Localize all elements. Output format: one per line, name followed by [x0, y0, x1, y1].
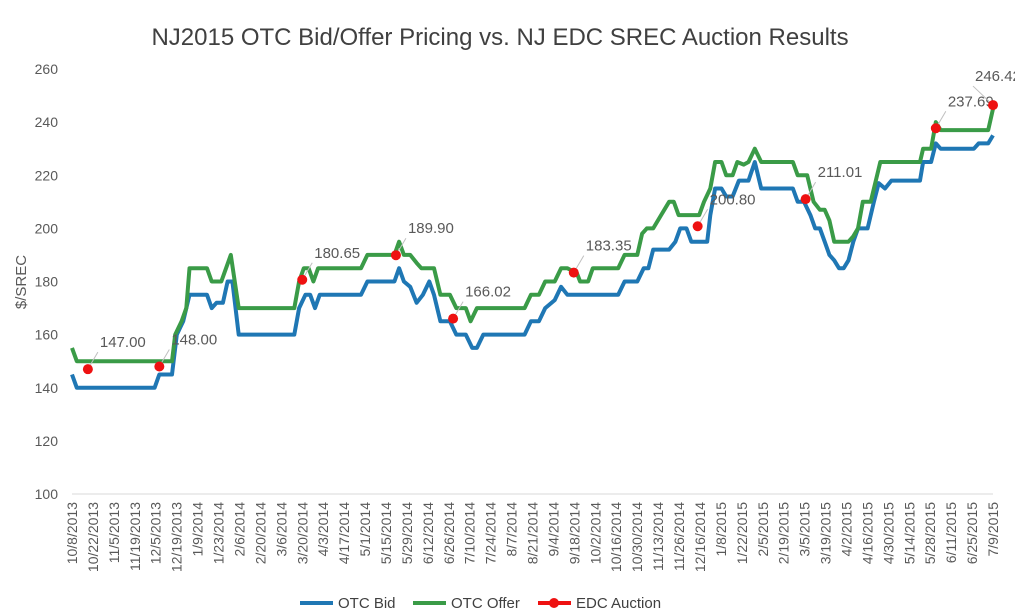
x-tick-label: 3/20/2014 [294, 502, 310, 564]
auction-data-label: 183.35 [586, 238, 632, 255]
x-tick-label: 6/12/2014 [420, 502, 436, 564]
x-tick-label: 3/19/2015 [818, 502, 834, 564]
auction-data-label: 200.80 [710, 191, 756, 208]
x-tick-label: 9/4/2014 [545, 502, 561, 557]
x-tick-label: 7/9/2015 [985, 502, 1001, 557]
x-tick-label: 5/14/2015 [901, 502, 917, 564]
y-tick-label: 100 [35, 486, 59, 502]
auction-data-label: 237.69 [948, 93, 994, 110]
y-tick-label: 200 [35, 220, 59, 236]
auction-data-label: 211.01 [818, 164, 863, 181]
x-tick-label: 3/5/2015 [797, 502, 813, 557]
x-tick-label: 10/2/2014 [587, 502, 603, 564]
x-tick-label: 9/18/2014 [566, 502, 582, 564]
auction-point [448, 313, 459, 324]
x-tick-label: 7/10/2014 [462, 502, 478, 564]
auction-data-label: 148.00 [171, 332, 217, 349]
x-tick-label: 10/30/2014 [629, 502, 645, 572]
y-tick-label: 220 [35, 167, 59, 183]
legend-marker [549, 598, 559, 608]
x-tick-label: 4/3/2014 [315, 502, 331, 557]
x-tick-label: 4/30/2015 [880, 502, 896, 564]
auction-point [390, 250, 401, 261]
x-tick-label: 8/7/2014 [504, 502, 520, 557]
auction-data-label: 180.65 [314, 245, 360, 262]
y-axis-label: $/SREC [13, 255, 30, 309]
x-tick-label: 11/26/2014 [671, 502, 687, 571]
legend-label: OTC Offer [451, 595, 520, 612]
auction-point [930, 123, 941, 134]
x-tick-label: 1/8/2015 [713, 502, 729, 557]
y-tick-label: 240 [35, 114, 59, 130]
y-tick-label: 140 [35, 380, 59, 396]
x-tick-label: 2/20/2014 [252, 502, 268, 564]
x-tick-label: 6/11/2015 [943, 502, 959, 563]
x-tick-label: 4/16/2015 [859, 502, 875, 564]
y-tick-label: 120 [35, 433, 59, 449]
auction-point [82, 364, 93, 375]
x-tick-label: 5/15/2014 [378, 502, 394, 564]
x-tick-label: 6/26/2014 [441, 502, 457, 564]
x-tick-label: 10/8/2013 [64, 502, 80, 564]
x-tick-label: 5/28/2015 [922, 502, 938, 564]
chart-title: NJ2015 OTC Bid/Offer Pricing vs. NJ EDC … [151, 24, 848, 51]
x-tick-label: 1/23/2014 [211, 502, 227, 564]
auction-point [568, 267, 579, 278]
x-tick-label: 4/2/2015 [838, 502, 854, 557]
x-tick-label: 2/6/2014 [231, 502, 247, 557]
x-tick-label: 8/21/2014 [525, 502, 541, 564]
legend-label: EDC Auction [576, 595, 661, 612]
x-tick-label: 3/6/2014 [273, 502, 289, 557]
series-line-otc-bid [70, 134, 995, 390]
auction-point [800, 194, 811, 205]
auction-data-label: 166.02 [465, 284, 511, 301]
x-tick-label: 4/17/2014 [336, 502, 352, 564]
x-tick-label: 11/13/2014 [650, 502, 666, 571]
legend: OTC Bid OTC Offer EDC Auction [300, 595, 661, 612]
series-line-otc-offer [70, 108, 995, 364]
y-tick-label: 180 [35, 274, 59, 290]
x-tick-label: 10/22/2013 [85, 502, 101, 572]
legend-label: OTC Bid [338, 595, 396, 612]
x-tick-label: 5/1/2014 [357, 502, 373, 557]
x-tick-label: 2/19/2015 [776, 502, 792, 564]
x-tick-label: 12/19/2013 [169, 502, 185, 572]
y-tick-label: 160 [35, 327, 59, 343]
x-tick-label: 1/9/2014 [190, 502, 206, 557]
x-tick-label: 1/22/2015 [734, 502, 750, 564]
auction-point [297, 274, 308, 285]
x-tick-label: 2/5/2015 [755, 502, 771, 557]
auction-point [988, 100, 998, 111]
auction-data-label: 189.90 [408, 220, 454, 237]
x-tick-label: 6/25/2015 [964, 502, 980, 564]
plot-area: 100 120 140 160 180 200 220 240 260 10/8/2013 10/2… [35, 61, 1015, 572]
auction-point [154, 361, 165, 372]
auction-point [692, 221, 703, 232]
auction-data-label: 147.00 [100, 334, 146, 351]
x-tick-label: 11/5/2013 [106, 502, 122, 563]
x-tick-label: 10/16/2014 [608, 502, 624, 572]
x-tick-label: 12/5/2013 [148, 502, 164, 564]
x-tick-label: 7/24/2014 [483, 502, 499, 564]
x-tick-label: 12/16/2014 [692, 502, 708, 572]
auction-data-label: 246.42 [975, 68, 1015, 85]
x-tick-label: 11/19/2013 [127, 502, 143, 571]
y-tick-label: 260 [35, 61, 59, 77]
x-tick-label: 5/29/2014 [399, 502, 415, 564]
